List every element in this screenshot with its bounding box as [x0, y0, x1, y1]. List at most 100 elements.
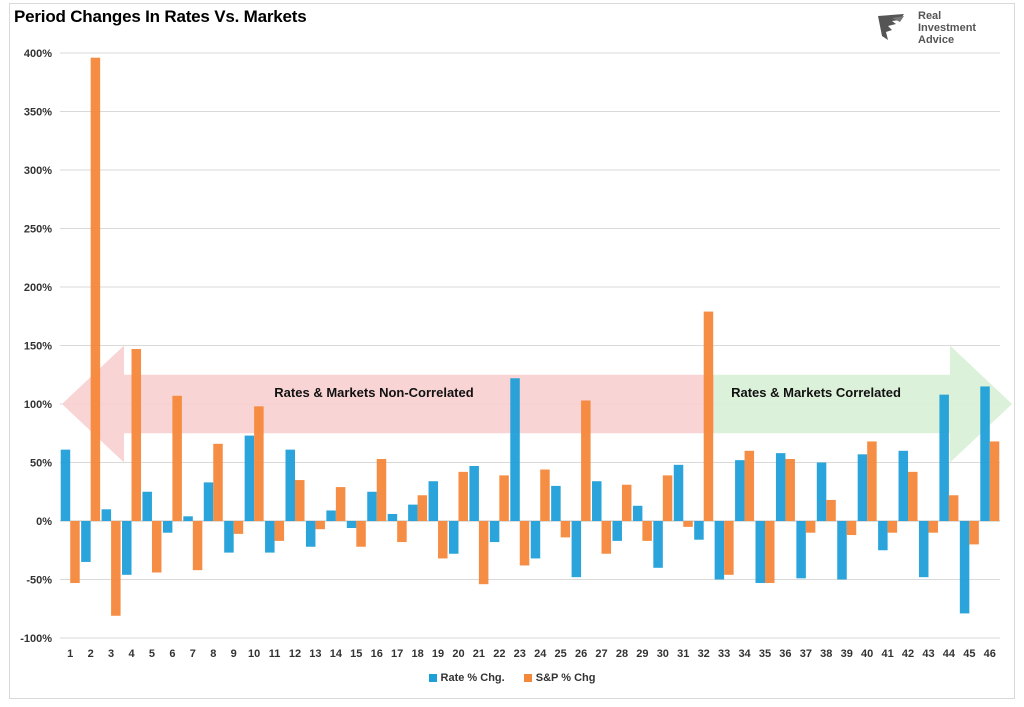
bar-sp: [192, 521, 203, 571]
bar-rate: [653, 521, 663, 568]
x-tick-label: 45: [963, 648, 975, 660]
bar-sp: [356, 521, 366, 547]
annotation-correlated: Rates & Markets Correlated: [731, 385, 901, 400]
bar-sp: [703, 311, 714, 521]
x-tick-label: 11: [269, 648, 281, 660]
eagle-head-icon: [878, 14, 904, 40]
bar-sp: [867, 441, 877, 521]
bar-sp: [540, 469, 550, 521]
x-tick-label: 39: [841, 648, 853, 660]
bar-rate: [694, 521, 704, 540]
bar-rate: [837, 521, 847, 580]
bar-rate: [183, 516, 193, 521]
bar-rate: [775, 453, 786, 521]
x-tick-label: 41: [881, 648, 893, 660]
bar-rate: [551, 485, 561, 521]
x-tick-label: 40: [861, 648, 873, 660]
bar-rate: [162, 521, 173, 533]
bar-sp: [315, 521, 325, 530]
x-tick-label: 6: [169, 648, 175, 660]
logo-text: Real Investment Advice: [918, 10, 977, 46]
bar-sp: [744, 450, 755, 521]
bar-rate: [980, 386, 990, 521]
x-tick-label: 34: [738, 648, 751, 660]
bar-sp: [458, 471, 468, 521]
bar-rate: [673, 464, 684, 521]
legend-swatch-sp: [523, 674, 532, 682]
x-tick-label: 20: [452, 648, 464, 660]
noncorrelated-band: [62, 345, 714, 463]
bar-sp: [928, 521, 938, 533]
y-tick-label: 200%: [24, 282, 52, 294]
bar-sp: [826, 499, 836, 521]
bar-rate: [122, 521, 132, 575]
x-tick-label: 18: [411, 648, 423, 660]
x-tick-label: 19: [432, 648, 444, 660]
x-tick-label: 22: [493, 648, 505, 660]
bar-sp: [172, 395, 182, 521]
bar-rate: [265, 521, 275, 553]
bar-rate: [224, 521, 234, 553]
legend-item-rate: Rate % Chg.: [428, 672, 505, 684]
bar-sp: [724, 521, 734, 575]
bar-sp: [335, 487, 346, 521]
bar-rate: [755, 521, 765, 584]
bar-rate: [81, 521, 91, 562]
bar-rate: [632, 505, 643, 521]
bar-rate: [489, 521, 500, 543]
bar-sp: [90, 57, 101, 522]
x-tick-label: 26: [575, 648, 587, 660]
bar-sp: [519, 521, 530, 566]
y-tick-label: 100%: [24, 399, 52, 411]
bar-sp: [151, 521, 162, 573]
bar-sp: [254, 406, 264, 521]
bar-rate: [939, 394, 949, 521]
bar-sp: [765, 521, 775, 584]
x-tick-label: 1: [67, 648, 73, 660]
x-tick-label: 44: [943, 648, 956, 660]
bar-sp: [295, 480, 305, 521]
x-tick-label: 24: [534, 648, 547, 660]
bar-rate: [714, 521, 725, 580]
bar-sp: [805, 521, 816, 533]
x-tick-label: 17: [391, 648, 403, 660]
y-tick-label: 250%: [24, 224, 52, 236]
bar-rate: [857, 454, 868, 521]
bar-sp: [213, 443, 223, 521]
y-tick-label: 350%: [24, 107, 52, 119]
chart-title: Period Changes In Rates Vs. Markets: [14, 7, 307, 26]
bar-sp: [662, 475, 673, 521]
bar-rate: [918, 521, 929, 578]
bar-rate: [244, 435, 255, 521]
bar-rate: [816, 462, 827, 521]
bar-sp: [683, 521, 693, 527]
bar-rate: [959, 521, 970, 614]
chart-frame: [9, 3, 1015, 699]
x-tick-label: 23: [514, 648, 526, 660]
y-tick-label: 0%: [36, 516, 52, 528]
correlated-band: [714, 345, 1012, 463]
bar-sp: [397, 521, 407, 543]
bar-sp: [989, 441, 1000, 521]
x-tick-label: 33: [718, 648, 730, 660]
x-tick-label: 35: [759, 648, 771, 660]
y-tick-label: 150%: [24, 341, 52, 353]
x-tick-label: 38: [820, 648, 832, 660]
bar-sp: [785, 458, 795, 521]
legend: Rate % Chg. S&P % Chg: [0, 672, 1024, 684]
bar-sp: [969, 521, 979, 545]
bar-rate: [387, 513, 398, 521]
bar-rate: [60, 449, 71, 521]
x-tick-label: 10: [248, 648, 260, 660]
bar-sp: [376, 458, 387, 521]
x-tick-label: 4: [128, 648, 135, 660]
x-tick-label: 36: [779, 648, 791, 660]
bar-sp: [621, 484, 632, 521]
bar-sp: [908, 471, 918, 521]
x-tick-label: 29: [636, 648, 648, 660]
x-tick-label: 32: [698, 648, 710, 660]
x-tick-label: 28: [616, 648, 628, 660]
bar-rate: [367, 491, 377, 521]
x-tick-label: 31: [677, 648, 689, 660]
x-tick-label: 25: [555, 648, 567, 660]
